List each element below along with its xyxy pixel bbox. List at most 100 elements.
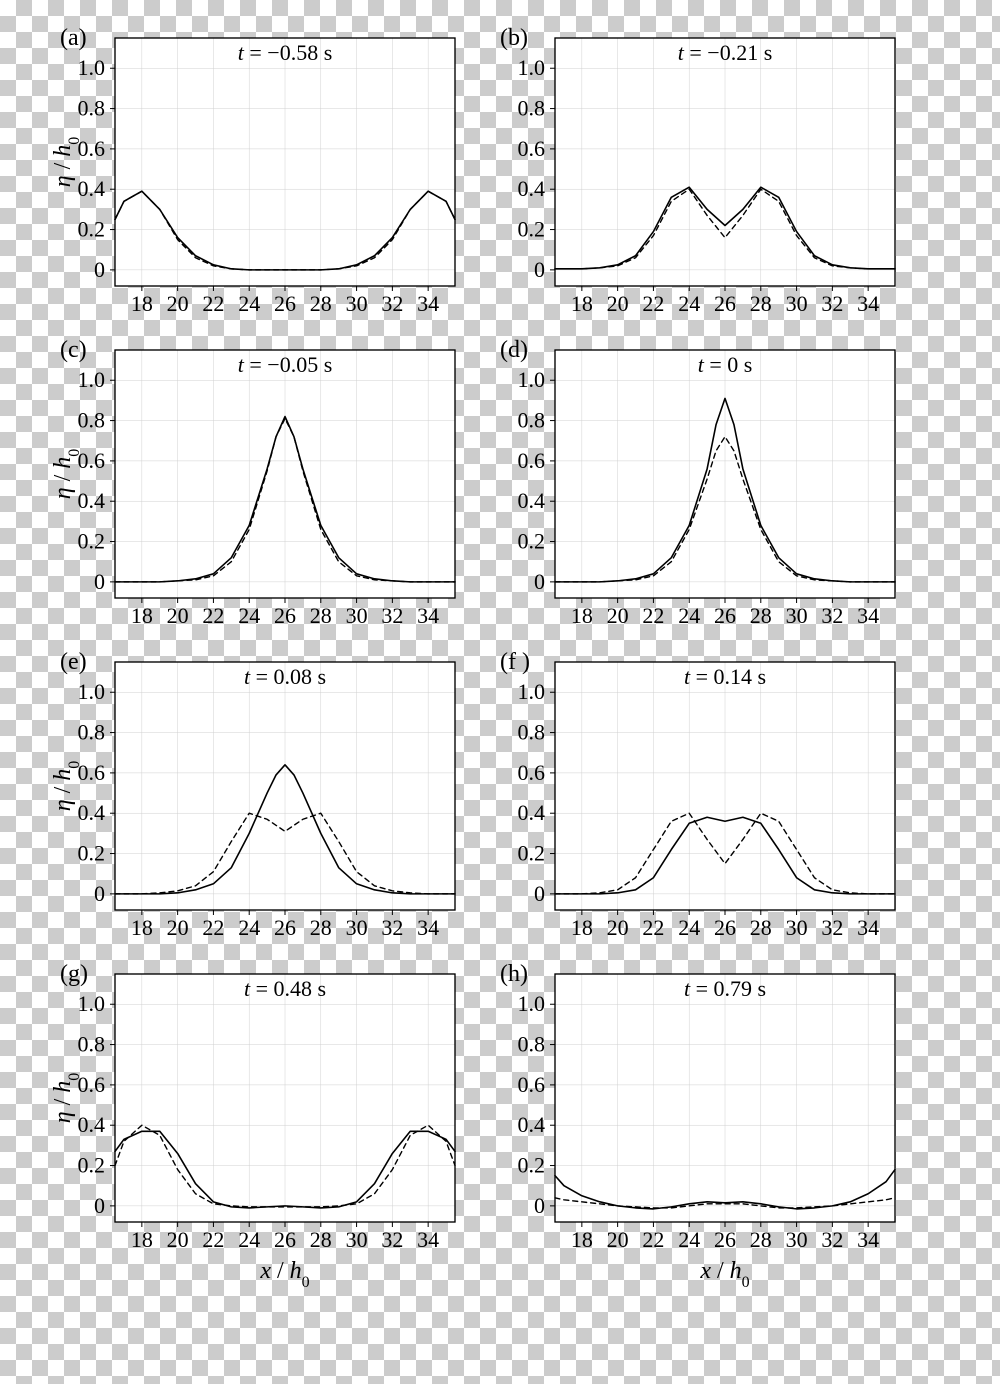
xtick-label: 32 (821, 291, 843, 316)
xtick-label: 20 (607, 291, 629, 316)
xtick-label: 24 (238, 291, 260, 316)
ytick-label: 0.8 (518, 1032, 546, 1057)
figure-svg: 18202224262830323400.20.40.60.81.0(a)t =… (0, 0, 1000, 1384)
ytick-label: 1.0 (518, 55, 546, 80)
ytick-label: 0.2 (518, 529, 546, 554)
xtick-label: 26 (714, 291, 736, 316)
ytick-label: 0.4 (518, 488, 546, 513)
xtick-label: 30 (786, 603, 808, 628)
xtick-label: 32 (381, 1227, 403, 1252)
xtick-label: 24 (238, 1227, 260, 1252)
ytick-label: 1.0 (518, 367, 546, 392)
xtick-label: 30 (786, 1227, 808, 1252)
xtick-label: 18 (571, 603, 593, 628)
xtick-label: 22 (202, 291, 224, 316)
xtick-label: 22 (202, 1227, 224, 1252)
ytick-label: 0.8 (518, 96, 546, 121)
panel-title: t = −0.05 s (238, 352, 333, 377)
ytick-label: 0.8 (78, 1032, 106, 1057)
xtick-label: 22 (642, 915, 664, 940)
ytick-label: 0.2 (78, 217, 106, 242)
xtick-label: 26 (274, 1227, 296, 1252)
xtick-label: 24 (678, 1227, 700, 1252)
panel-(c): 18202224262830323400.20.40.60.81.0(c)t =… (50, 337, 455, 628)
xtick-label: 18 (131, 1227, 153, 1252)
xtick-label: 30 (346, 291, 368, 316)
xtick-label: 18 (571, 1227, 593, 1252)
ytick-label: 0 (534, 881, 545, 906)
ytick-label: 0.8 (78, 408, 106, 433)
panel-(g): 18202224262830323400.20.40.60.81.0(g)t =… (50, 961, 455, 1291)
ytick-label: 0.6 (518, 136, 546, 161)
ytick-label: 0.4 (78, 1112, 106, 1137)
xtick-label: 20 (607, 1227, 629, 1252)
ytick-label: 0.4 (518, 1112, 546, 1137)
xtick-label: 30 (346, 1227, 368, 1252)
panel-title: t = 0 s (698, 352, 753, 377)
xtick-label: 28 (750, 915, 772, 940)
xtick-label: 20 (607, 915, 629, 940)
panel-(d): 18202224262830323400.20.40.60.81.0(d)t =… (500, 337, 895, 628)
ytick-label: 0.2 (518, 841, 546, 866)
panel-letter: (d) (500, 337, 528, 363)
xtick-label: 26 (714, 603, 736, 628)
ytick-label: 0.8 (78, 720, 106, 745)
xtick-label: 30 (786, 291, 808, 316)
xtick-label: 32 (821, 1227, 843, 1252)
panel-(f ): 18202224262830323400.20.40.60.81.0(f )t … (500, 649, 895, 940)
xtick-label: 34 (417, 291, 439, 316)
xtick-label: 28 (310, 603, 332, 628)
panel-title: t = 0.79 s (684, 976, 766, 1001)
ytick-label: 0 (94, 1193, 105, 1218)
xtick-label: 26 (274, 603, 296, 628)
panel-letter: (g) (60, 961, 88, 987)
ytick-label: 0.6 (518, 1072, 546, 1097)
ytick-label: 1.0 (518, 679, 546, 704)
xtick-label: 34 (857, 603, 879, 628)
xtick-label: 30 (786, 915, 808, 940)
xtick-label: 22 (202, 915, 224, 940)
panel-title: t = 0.48 s (244, 976, 326, 1001)
xtick-label: 20 (167, 291, 189, 316)
panel-letter: (h) (500, 961, 528, 987)
xtick-label: 18 (571, 915, 593, 940)
xtick-label: 30 (346, 603, 368, 628)
xtick-label: 34 (857, 915, 879, 940)
xtick-label: 26 (714, 1227, 736, 1252)
ytick-label: 0.8 (518, 408, 546, 433)
ytick-label: 0.2 (78, 841, 106, 866)
xtick-label: 18 (131, 915, 153, 940)
panel-title: t = −0.58 s (238, 40, 333, 65)
xtick-label: 24 (678, 603, 700, 628)
xtick-label: 22 (202, 603, 224, 628)
xtick-label: 22 (642, 1227, 664, 1252)
xtick-label: 34 (857, 291, 879, 316)
ytick-label: 0.2 (518, 217, 546, 242)
xtick-label: 24 (678, 915, 700, 940)
xtick-label: 34 (417, 603, 439, 628)
xtick-label: 24 (238, 915, 260, 940)
ytick-label: 0.4 (518, 176, 546, 201)
panel-title: t = −0.21 s (678, 40, 773, 65)
panel-(e): 18202224262830323400.20.40.60.81.0(e)t =… (50, 649, 455, 940)
panel-letter: (c) (60, 337, 87, 363)
xtick-label: 18 (131, 603, 153, 628)
panel-letter: (f ) (500, 649, 530, 675)
xtick-label: 28 (310, 915, 332, 940)
xtick-label: 28 (310, 291, 332, 316)
xtick-label: 34 (417, 915, 439, 940)
x-axis-label: x / h0 (259, 1258, 309, 1291)
xtick-label: 20 (167, 915, 189, 940)
ytick-label: 1.0 (78, 991, 106, 1016)
figure-container: 18202224262830323400.20.40.60.81.0(a)t =… (0, 0, 1000, 1384)
ytick-label: 0 (534, 569, 545, 594)
xtick-label: 32 (821, 915, 843, 940)
xtick-label: 22 (642, 603, 664, 628)
panel-letter: (b) (500, 25, 528, 51)
ytick-label: 0.2 (78, 529, 106, 554)
panel-title: t = 0.14 s (684, 664, 766, 689)
panel-letter: (e) (60, 649, 87, 675)
ytick-label: 1.0 (78, 367, 106, 392)
panel-(a): 18202224262830323400.20.40.60.81.0(a)t =… (50, 25, 455, 316)
xtick-label: 28 (310, 1227, 332, 1252)
